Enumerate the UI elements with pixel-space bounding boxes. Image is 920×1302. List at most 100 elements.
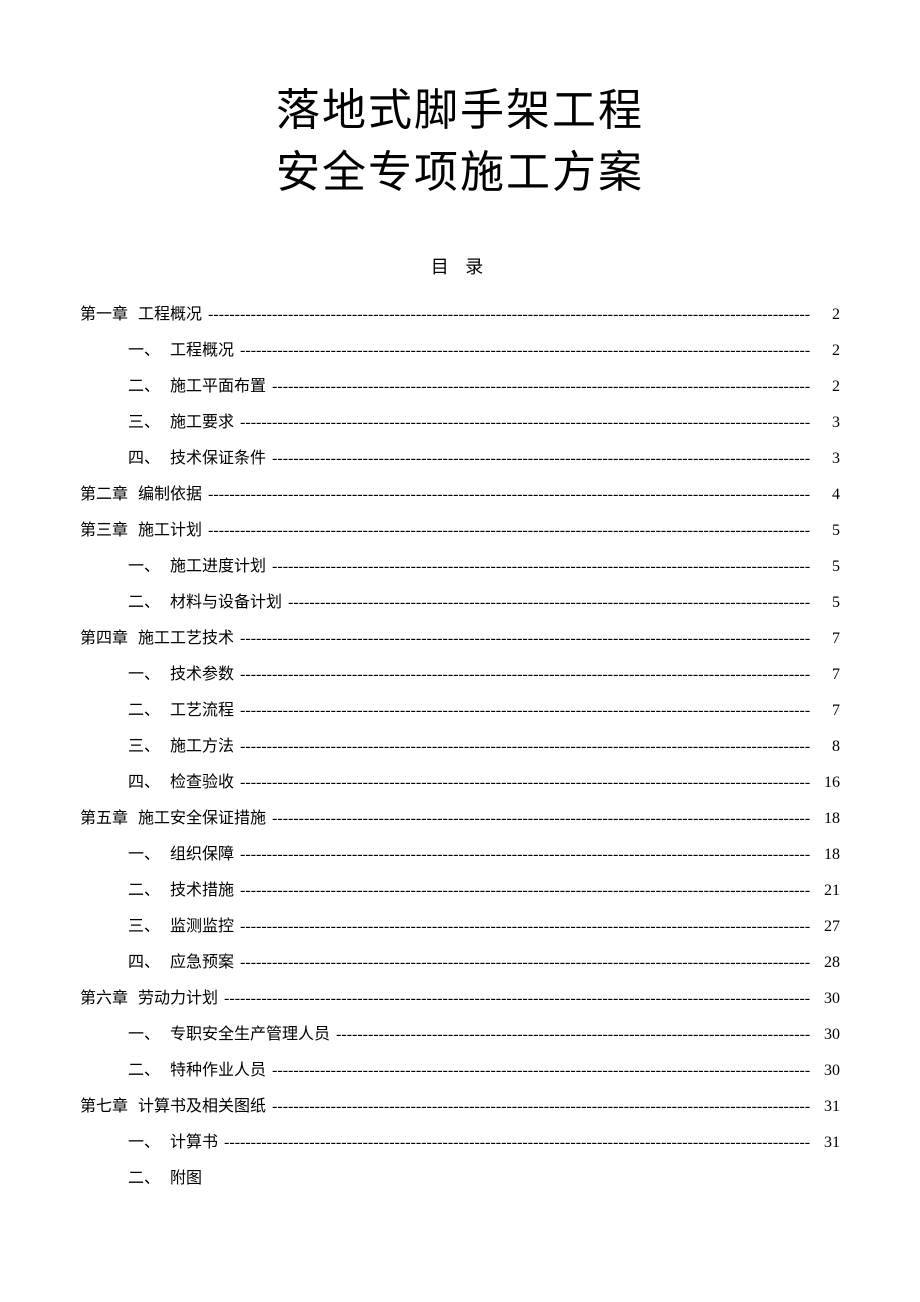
toc-entry-number: 第四章 — [80, 621, 128, 657]
toc-entry-page: 27 — [816, 909, 840, 945]
toc-leader: ----------------------------------------… — [240, 657, 810, 693]
toc-entry: 第四章施工工艺技术-------------------------------… — [80, 621, 840, 657]
toc-leader: ----------------------------------------… — [336, 1017, 810, 1053]
toc-entry: 第三章施工计划---------------------------------… — [80, 513, 840, 549]
toc-leader: ----------------------------------------… — [272, 441, 810, 477]
toc-entry-label: 计算书及相关图纸 — [138, 1089, 266, 1125]
toc-entry-label: 专职安全生产管理人员 — [170, 1017, 330, 1053]
toc-entry-number: 第七章 — [80, 1089, 128, 1125]
toc-entry-number: 四、 — [128, 945, 160, 981]
toc-entry: 二、技术措施----------------------------------… — [80, 873, 840, 909]
toc-entry-page: 7 — [816, 621, 840, 657]
toc-entry: 二、特种作业人员--------------------------------… — [80, 1053, 840, 1089]
toc-entry: 四、应急预案----------------------------------… — [80, 945, 840, 981]
toc-entry-number: 二、 — [128, 1161, 160, 1197]
toc-entry: 四、技术保证条件--------------------------------… — [80, 441, 840, 477]
toc-entry-number: 第一章 — [80, 297, 128, 333]
toc-entry-number: 二、 — [128, 585, 160, 621]
toc-entry-label: 技术保证条件 — [170, 441, 266, 477]
toc-entry-label: 监测监控 — [170, 909, 234, 945]
toc-entry-page: 3 — [816, 405, 840, 441]
toc-entry: 四、检查验收----------------------------------… — [80, 765, 840, 801]
toc-entry-number: 四、 — [128, 441, 160, 477]
toc-entry-number: 三、 — [128, 405, 160, 441]
toc-entry-label: 工艺流程 — [170, 693, 234, 729]
toc-entry-page: 5 — [816, 585, 840, 621]
toc-entry-number: 第五章 — [80, 801, 128, 837]
title-line-2: 安全专项施工方案 — [80, 142, 840, 204]
toc-entry-label: 应急预案 — [170, 945, 234, 981]
toc-entry: 第五章施工安全保证措施-----------------------------… — [80, 801, 840, 837]
toc-entry-label: 施工安全保证措施 — [138, 801, 266, 837]
toc-entry: 二、附图------------------------------------… — [80, 1161, 840, 1197]
toc-entry-label: 施工方法 — [170, 729, 234, 765]
toc-leader: ----------------------------------------… — [240, 837, 810, 873]
toc-entry-page: 8 — [816, 729, 840, 765]
toc-entry-page: 7 — [816, 657, 840, 693]
toc-entry: 一、工程概况----------------------------------… — [80, 333, 840, 369]
toc-entry-page: 28 — [816, 945, 840, 981]
toc-entry-page: 31 — [816, 1125, 840, 1161]
toc-entry-label: 计算书 — [170, 1125, 218, 1161]
toc-entry-page: 31 — [816, 1089, 840, 1125]
toc-leader: ----------------------------------------… — [208, 297, 810, 333]
toc-entry-label: 编制依据 — [138, 477, 202, 513]
toc-entry-number: 一、 — [128, 549, 160, 585]
toc-entry-number: 第六章 — [80, 981, 128, 1017]
toc-entry: 三、监测监控----------------------------------… — [80, 909, 840, 945]
toc-entry-page: 30 — [816, 1017, 840, 1053]
toc-entry-number: 二、 — [128, 1053, 160, 1089]
toc-leader: ----------------------------------------… — [240, 873, 810, 909]
toc-leader: ----------------------------------------… — [240, 945, 810, 981]
toc-entry-label: 特种作业人员 — [170, 1053, 266, 1089]
toc-leader: ----------------------------------------… — [272, 1053, 810, 1089]
toc-entry-label: 施工进度计划 — [170, 549, 266, 585]
toc-heading: 目 录 — [80, 253, 840, 279]
toc-leader: ----------------------------------------… — [240, 621, 810, 657]
toc-leader: ----------------------------------------… — [272, 801, 810, 837]
toc-leader: ----------------------------------------… — [272, 1089, 810, 1125]
toc-entry-page: 4 — [816, 477, 840, 513]
toc-leader: ----------------------------------------… — [240, 729, 810, 765]
toc-entry: 第六章劳动力计划--------------------------------… — [80, 981, 840, 1017]
toc-entry-page: 16 — [816, 765, 840, 801]
toc-entry-page: 7 — [816, 693, 840, 729]
toc-entry-number: 一、 — [128, 1125, 160, 1161]
toc-entry-label: 技术参数 — [170, 657, 234, 693]
toc-leader: ----------------------------------------… — [240, 909, 810, 945]
toc-leader: ----------------------------------------… — [240, 765, 810, 801]
toc-entry-number: 二、 — [128, 693, 160, 729]
toc-entry-number: 三、 — [128, 909, 160, 945]
toc-leader: ----------------------------------------… — [240, 405, 810, 441]
toc-entry: 一、专职安全生产管理人员----------------------------… — [80, 1017, 840, 1053]
toc-entry-page: 18 — [816, 837, 840, 873]
toc-entry: 二、施工平面布置--------------------------------… — [80, 369, 840, 405]
toc-entry-page: 30 — [816, 981, 840, 1017]
toc-entry-label: 劳动力计划 — [138, 981, 218, 1017]
toc-entry: 第七章计算书及相关图纸-----------------------------… — [80, 1089, 840, 1125]
toc-leader: ----------------------------------------… — [224, 981, 810, 1017]
toc-entry-page: 21 — [816, 873, 840, 909]
toc-entry-label: 检查验收 — [170, 765, 234, 801]
toc-entry-page: 5 — [816, 513, 840, 549]
toc-entry-number: 二、 — [128, 369, 160, 405]
toc-entry: 第二章编制依据---------------------------------… — [80, 477, 840, 513]
toc-entry-number: 二、 — [128, 873, 160, 909]
toc-entry: 第一章工程概况---------------------------------… — [80, 297, 840, 333]
toc-leader: ----------------------------------------… — [272, 369, 810, 405]
toc-entry-label: 施工要求 — [170, 405, 234, 441]
toc-leader: ----------------------------------------… — [288, 585, 810, 621]
toc-entry-number: 一、 — [128, 1017, 160, 1053]
toc-entry-label: 工程概况 — [170, 333, 234, 369]
toc-leader: ----------------------------------------… — [272, 549, 810, 585]
toc-entry-label: 组织保障 — [170, 837, 234, 873]
toc-entry-label: 施工计划 — [138, 513, 202, 549]
toc-entry: 一、计算书-----------------------------------… — [80, 1125, 840, 1161]
toc-entry-page: 2 — [816, 369, 840, 405]
toc-entry-page: 30 — [816, 1053, 840, 1089]
toc-entry-number: 三、 — [128, 729, 160, 765]
toc-leader: ----------------------------------------… — [208, 477, 810, 513]
toc-entry: 二、工艺流程----------------------------------… — [80, 693, 840, 729]
toc-entry-label: 技术措施 — [170, 873, 234, 909]
toc-entry-page: 2 — [816, 333, 840, 369]
